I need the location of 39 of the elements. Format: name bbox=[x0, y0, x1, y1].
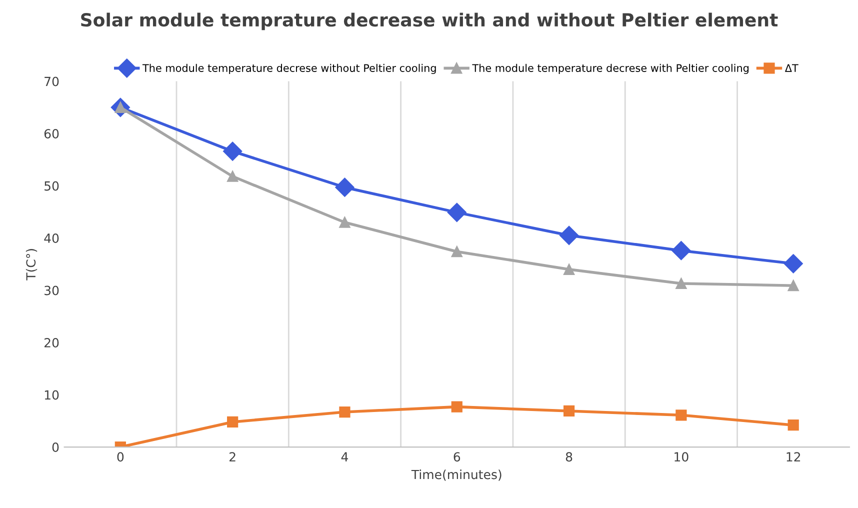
point bbox=[227, 416, 238, 428]
y-tick-label: 40 bbox=[44, 234, 59, 243]
x-tick-label: 2 bbox=[230, 452, 236, 462]
x-tick-label: 0 bbox=[117, 452, 124, 462]
x-tick-label: 8 bbox=[566, 452, 572, 462]
point bbox=[563, 264, 575, 275]
y-tick-label: 0 bbox=[52, 442, 59, 452]
legend-label: The module temperature decrese without Peltier cooling bbox=[142, 64, 436, 74]
x-tick-label: 6 bbox=[454, 452, 460, 462]
y-tick-label: 20 bbox=[44, 338, 59, 348]
y-tick-label: 60 bbox=[44, 129, 59, 138]
point bbox=[672, 241, 691, 260]
point bbox=[788, 420, 799, 431]
point bbox=[227, 170, 238, 182]
point bbox=[788, 280, 799, 292]
y-tick-label: 10 bbox=[44, 390, 59, 400]
point bbox=[223, 142, 242, 161]
x-tick-label: 4 bbox=[341, 452, 348, 462]
point bbox=[563, 405, 575, 417]
x-axis-title: Time(minutes) bbox=[411, 470, 502, 481]
point bbox=[339, 406, 350, 418]
x-tick-label: 12 bbox=[786, 452, 800, 462]
legend-label: The module temperature decrese with Peltier cooling bbox=[472, 64, 749, 74]
legend-label: ΔT bbox=[784, 64, 798, 72]
point bbox=[676, 410, 687, 421]
point bbox=[335, 178, 354, 197]
point bbox=[451, 246, 462, 258]
y-tick-label: 50 bbox=[44, 181, 59, 191]
x-tick-label: 10 bbox=[674, 452, 688, 462]
y-tick-label: 70 bbox=[44, 76, 59, 86]
point bbox=[676, 278, 687, 290]
y-axis-title: T(C°) bbox=[26, 249, 38, 280]
point bbox=[784, 254, 803, 274]
point bbox=[447, 202, 466, 222]
y-tick-label: 30 bbox=[44, 286, 59, 296]
point bbox=[560, 226, 579, 245]
chart-title: Solar module temprature decrease with and without Peltier element bbox=[81, 12, 778, 30]
point bbox=[451, 401, 462, 412]
point bbox=[339, 216, 350, 228]
